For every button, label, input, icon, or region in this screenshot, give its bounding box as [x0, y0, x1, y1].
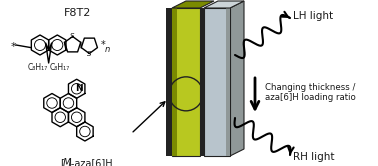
Polygon shape	[172, 1, 214, 8]
Text: ]-aza[6]H: ]-aza[6]H	[67, 158, 113, 166]
Text: N: N	[75, 84, 82, 93]
Bar	[200, 8, 204, 156]
Text: LH light: LH light	[293, 11, 333, 21]
Text: n: n	[104, 45, 110, 54]
Text: F8T2: F8T2	[64, 8, 92, 18]
Text: [: [	[60, 158, 64, 166]
Bar	[172, 8, 200, 156]
Bar	[226, 8, 230, 156]
Text: Changing thickness /: Changing thickness /	[265, 83, 355, 92]
Polygon shape	[230, 1, 244, 156]
Text: C₈H₁₇: C₈H₁₇	[28, 63, 48, 72]
Text: M: M	[62, 158, 71, 166]
Text: C₈H₁₇: C₈H₁₇	[49, 63, 70, 72]
Text: S: S	[87, 50, 91, 56]
Text: aza[6]H loading ratio: aza[6]H loading ratio	[265, 93, 356, 102]
Polygon shape	[204, 1, 244, 8]
Bar	[172, 8, 177, 156]
Text: S: S	[70, 34, 75, 40]
Text: RH light: RH light	[293, 152, 335, 162]
Bar	[166, 8, 172, 156]
Text: *: *	[10, 42, 16, 52]
Bar	[204, 8, 230, 156]
Text: *: *	[101, 40, 105, 50]
